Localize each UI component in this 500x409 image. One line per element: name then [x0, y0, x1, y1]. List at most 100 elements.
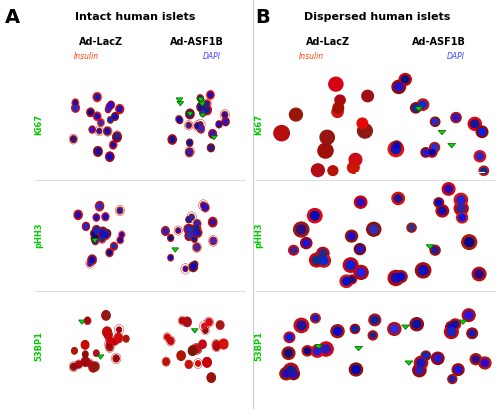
Circle shape: [92, 238, 98, 245]
Circle shape: [467, 328, 477, 339]
Circle shape: [436, 205, 448, 217]
Circle shape: [296, 225, 306, 234]
Text: Ad-ASF1B: Ad-ASF1B: [170, 37, 224, 47]
Circle shape: [102, 310, 110, 320]
Polygon shape: [448, 144, 456, 148]
Circle shape: [112, 132, 122, 142]
Circle shape: [106, 103, 112, 110]
Polygon shape: [415, 107, 422, 111]
Circle shape: [108, 117, 113, 123]
Circle shape: [369, 314, 380, 326]
Circle shape: [199, 123, 202, 126]
Circle shape: [319, 342, 333, 356]
Text: Ad-LacZ: Ad-LacZ: [306, 37, 350, 47]
Circle shape: [286, 366, 296, 375]
Circle shape: [170, 137, 174, 142]
Circle shape: [413, 364, 426, 377]
Circle shape: [210, 131, 215, 136]
Circle shape: [204, 100, 210, 107]
Circle shape: [70, 136, 76, 142]
Circle shape: [476, 153, 484, 160]
Polygon shape: [177, 101, 184, 106]
Circle shape: [421, 351, 430, 360]
Circle shape: [186, 216, 192, 223]
Circle shape: [346, 261, 355, 270]
Circle shape: [192, 345, 198, 352]
Circle shape: [198, 104, 203, 110]
Circle shape: [434, 198, 444, 207]
Circle shape: [104, 214, 108, 219]
Circle shape: [118, 209, 122, 213]
Circle shape: [282, 347, 295, 360]
Circle shape: [204, 107, 210, 113]
Circle shape: [223, 113, 226, 117]
Circle shape: [94, 93, 101, 101]
Circle shape: [456, 212, 468, 223]
Circle shape: [290, 108, 302, 121]
Circle shape: [194, 220, 200, 227]
Circle shape: [177, 117, 180, 121]
Circle shape: [213, 341, 220, 348]
Circle shape: [72, 104, 79, 112]
Circle shape: [193, 237, 196, 241]
Circle shape: [207, 373, 216, 382]
Circle shape: [297, 321, 306, 330]
Circle shape: [214, 344, 220, 351]
Circle shape: [282, 370, 290, 378]
Circle shape: [199, 340, 206, 348]
Circle shape: [344, 258, 358, 272]
Circle shape: [94, 239, 97, 243]
Circle shape: [84, 317, 90, 324]
Circle shape: [390, 325, 398, 333]
Circle shape: [352, 326, 358, 332]
Circle shape: [290, 370, 297, 377]
Circle shape: [95, 114, 100, 119]
Circle shape: [96, 148, 100, 154]
Circle shape: [99, 235, 105, 242]
Polygon shape: [459, 320, 467, 324]
Circle shape: [183, 317, 191, 326]
Circle shape: [452, 321, 458, 328]
Circle shape: [312, 256, 321, 264]
Circle shape: [432, 247, 438, 253]
Polygon shape: [97, 355, 104, 359]
Circle shape: [186, 361, 192, 368]
Circle shape: [108, 250, 112, 255]
Circle shape: [189, 214, 194, 220]
Circle shape: [169, 256, 172, 259]
Circle shape: [438, 207, 446, 214]
Circle shape: [350, 277, 354, 282]
Circle shape: [100, 229, 105, 235]
Circle shape: [416, 266, 428, 277]
Circle shape: [432, 352, 444, 364]
Circle shape: [209, 146, 213, 150]
Circle shape: [410, 103, 421, 113]
Circle shape: [104, 128, 111, 135]
Circle shape: [98, 229, 106, 238]
Circle shape: [479, 357, 491, 369]
Circle shape: [412, 320, 420, 328]
Polygon shape: [92, 238, 98, 243]
Circle shape: [163, 228, 168, 234]
Circle shape: [481, 168, 486, 173]
Circle shape: [417, 99, 428, 110]
Circle shape: [113, 355, 119, 362]
Text: pHH3: pHH3: [254, 222, 264, 248]
Circle shape: [188, 150, 192, 153]
Polygon shape: [210, 135, 218, 140]
Circle shape: [94, 350, 99, 356]
Circle shape: [72, 348, 77, 354]
Circle shape: [222, 112, 228, 118]
Circle shape: [372, 317, 378, 324]
Circle shape: [224, 119, 228, 124]
Circle shape: [414, 356, 428, 369]
Circle shape: [430, 117, 440, 126]
Circle shape: [394, 195, 402, 202]
Circle shape: [457, 196, 465, 204]
Circle shape: [97, 128, 102, 134]
Circle shape: [82, 357, 90, 366]
Polygon shape: [426, 245, 434, 249]
Circle shape: [354, 265, 368, 279]
Circle shape: [198, 95, 203, 101]
Text: Dispersed human islets: Dispersed human islets: [304, 12, 450, 22]
